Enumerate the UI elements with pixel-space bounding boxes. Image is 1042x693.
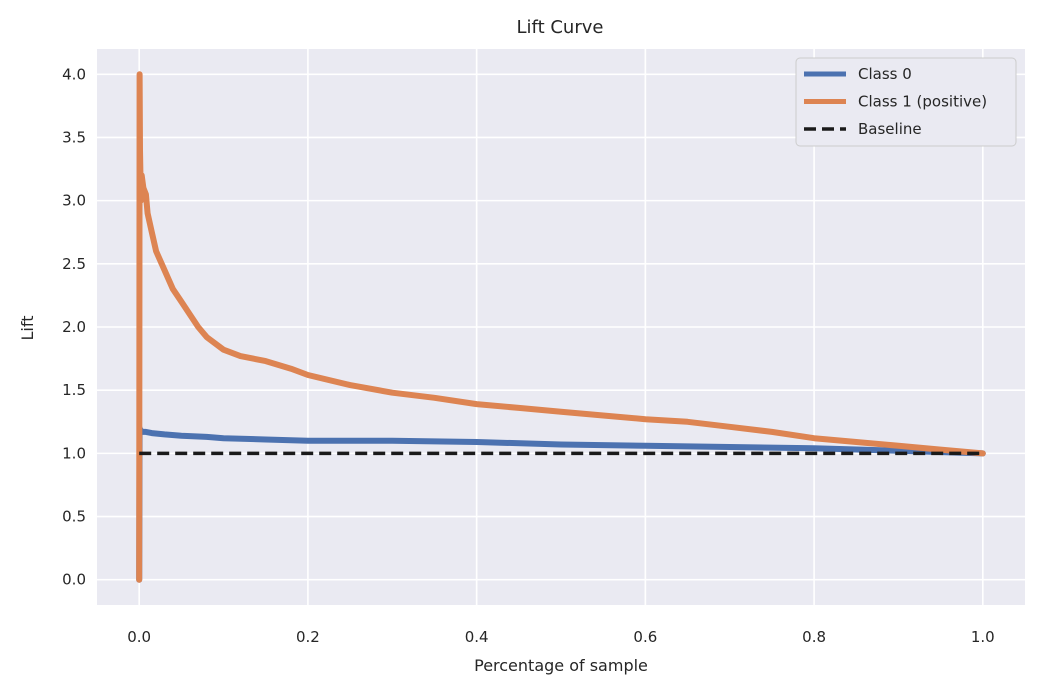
y-axis-title: Lift xyxy=(18,316,37,341)
x-axis-title: Percentage of sample xyxy=(474,656,648,675)
legend-label-0: Class 0 xyxy=(858,65,912,83)
x-tick-label: 0.2 xyxy=(296,628,320,646)
y-tick-label: 1.0 xyxy=(62,444,86,462)
y-tick-label: 0.0 xyxy=(62,571,86,589)
x-tick-labels: 0.0 0.2 0.4 0.6 0.8 1.0 xyxy=(127,628,994,646)
series-lines xyxy=(136,71,986,583)
y-tick-label: 3.0 xyxy=(62,192,86,210)
y-tick-labels: 0.0 0.5 1.0 1.5 2.0 2.5 3.0 3.5 4.0 xyxy=(62,65,86,588)
chart-title: Lift Curve xyxy=(517,17,604,38)
legend-frame xyxy=(795,57,1017,147)
legend-label-2: Baseline xyxy=(858,120,922,138)
series-line-1 xyxy=(136,71,986,583)
x-tick-label: 0.6 xyxy=(633,628,657,646)
y-tick-label: 2.0 xyxy=(62,318,86,336)
x-tick-label: 0.4 xyxy=(465,628,489,646)
x-tick-label: 1.0 xyxy=(971,628,995,646)
x-tick-label: 0.0 xyxy=(127,628,151,646)
y-tick-label: 4.0 xyxy=(62,65,86,83)
y-tick-label: 2.5 xyxy=(62,255,86,273)
x-tick-label: 0.8 xyxy=(802,628,826,646)
y-tick-label: 0.5 xyxy=(62,508,86,526)
y-tick-label: 1.5 xyxy=(62,381,86,399)
legend-label-1: Class 1 (positive) xyxy=(858,93,987,111)
legend: Class 0 Class 1 (positive) Baseline xyxy=(795,57,1017,147)
y-tick-label: 3.5 xyxy=(62,128,86,146)
